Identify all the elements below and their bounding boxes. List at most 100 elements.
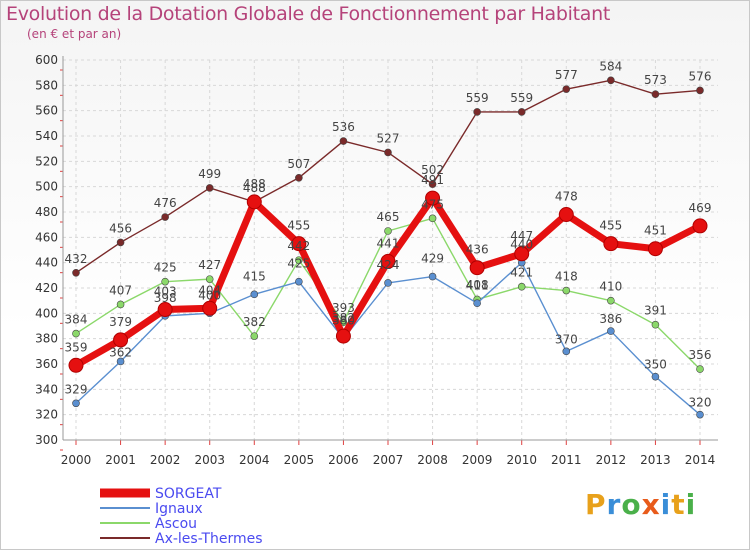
data-label: 559 [510, 91, 533, 105]
data-point-ignaux [295, 277, 303, 286]
data-point-ax-les-thermes [339, 137, 348, 145]
x-tick-label: 2001 [105, 453, 136, 467]
x-tick-label: 2010 [506, 453, 537, 467]
legend-label: Ax-les-Thermes [155, 531, 263, 547]
data-label: 488 [243, 177, 266, 191]
x-tick-label: 2012 [596, 453, 627, 467]
data-point-sorgeat [647, 241, 663, 257]
data-label: 421 [510, 266, 533, 280]
data-label: 398 [154, 291, 177, 305]
y-tick-label: 420 [35, 281, 58, 295]
x-tick-label: 2003 [194, 453, 225, 467]
x-axis-ticks: 2000 2001 2002 2003 2004 2005 2006 2007 2008 2009… [61, 453, 716, 467]
x-tick-label: 2004 [239, 453, 270, 467]
data-point-ax-les-thermes [651, 90, 660, 98]
y-tick-label: 320 [35, 408, 58, 422]
data-label: 379 [109, 315, 132, 329]
data-point-sorgeat [603, 236, 619, 252]
data-point-ascou [116, 300, 125, 309]
data-label: 418 [555, 270, 578, 284]
data-point-sorgeat [113, 332, 129, 348]
data-point-ascou [250, 332, 259, 340]
data-label: 475 [421, 197, 444, 211]
data-point-ignaux [116, 357, 125, 366]
data-point-ignaux [250, 290, 259, 299]
data-label: 451 [644, 224, 667, 238]
data-label: 442 [287, 239, 310, 253]
data-label: 476 [154, 196, 177, 210]
x-tick-label: 2000 [61, 453, 92, 467]
data-label: 391 [644, 304, 667, 318]
chart-title: Evolution de la Dotation Globale de Fonc… [6, 3, 611, 25]
data-label: 456 [109, 221, 132, 235]
data-point-sorgeat [291, 236, 307, 252]
x-tick-label: 2008 [417, 453, 448, 467]
data-label: 362 [109, 345, 132, 359]
data-label: 350 [644, 358, 667, 372]
data-label: 384 [65, 313, 88, 327]
data-point-ascou [562, 286, 571, 295]
data-point-sorgeat [157, 302, 173, 318]
data-point-ascou [205, 275, 214, 283]
data-label: 527 [377, 131, 400, 145]
data-point-ignaux [384, 279, 392, 287]
data-point-ascou [161, 277, 169, 286]
y-tick-label: 300 [35, 433, 58, 447]
data-label: 488 [243, 181, 266, 195]
data-label: 559 [466, 91, 489, 105]
data-label: 329 [65, 382, 88, 396]
data-point-ascou [384, 227, 392, 235]
data-label: 429 [421, 252, 444, 266]
y-tick-label: 360 [35, 357, 58, 371]
data-point-sorgeat [425, 190, 441, 206]
y-tick-label: 540 [35, 129, 58, 143]
data-point-ignaux [607, 327, 615, 335]
data-point-ignaux [651, 372, 660, 381]
x-tick-label: 2011 [551, 453, 582, 467]
data-point-sorgeat [202, 300, 218, 316]
data-label: 576 [689, 69, 712, 83]
data-point-sorgeat [380, 253, 396, 269]
proxiti-logo: Proxiti [585, 488, 697, 521]
data-label: 425 [154, 261, 177, 275]
x-tick-label: 2007 [373, 453, 404, 467]
data-label: 400 [198, 288, 221, 302]
y-tick-label: 400 [35, 306, 58, 320]
legend-label: Ignaux [155, 501, 203, 517]
data-point-ascou [517, 282, 526, 291]
x-tick-label: 2009 [462, 453, 493, 467]
data-label: 440 [510, 238, 533, 252]
data-point-ascou [696, 365, 704, 373]
y-tick-label: 600 [35, 53, 58, 67]
data-point-sorgeat [558, 207, 574, 223]
data-label: 441 [377, 236, 400, 250]
y-axis-ticks: 300 320 340 360 380 400 420 440 460 480 500 520 540 5… [35, 53, 58, 447]
data-label: 411 [466, 278, 489, 292]
data-point-ax-les-thermes [205, 184, 214, 192]
data-label: 507 [287, 157, 310, 171]
y-tick-label: 440 [35, 256, 58, 270]
y-tick-label: 580 [35, 78, 58, 92]
data-point-ax-les-thermes [562, 85, 571, 93]
data-labels: 432 456 476 499 488 507 536 527 502 559 559 577 584 5… [65, 59, 712, 409]
gridlines [63, 59, 718, 441]
data-label: 410 [599, 280, 622, 294]
data-label: 393 [332, 301, 355, 315]
data-label: 577 [555, 68, 578, 82]
y-tick-label: 500 [35, 180, 58, 194]
data-point-ascou [607, 296, 615, 305]
x-tick-label: 2014 [685, 453, 716, 467]
data-label: 465 [377, 210, 400, 224]
x-tick-label: 2005 [284, 453, 315, 467]
data-point-sorgeat [246, 194, 262, 210]
data-label: 584 [599, 59, 622, 73]
data-point-ascou [295, 256, 303, 264]
y-tick-label: 460 [35, 230, 58, 244]
y-tick-label: 340 [35, 382, 58, 396]
x-tick-label: 2002 [150, 453, 181, 467]
data-label: 436 [466, 243, 489, 257]
data-label: 469 [689, 201, 712, 215]
data-point-ax-les-thermes [295, 174, 303, 182]
